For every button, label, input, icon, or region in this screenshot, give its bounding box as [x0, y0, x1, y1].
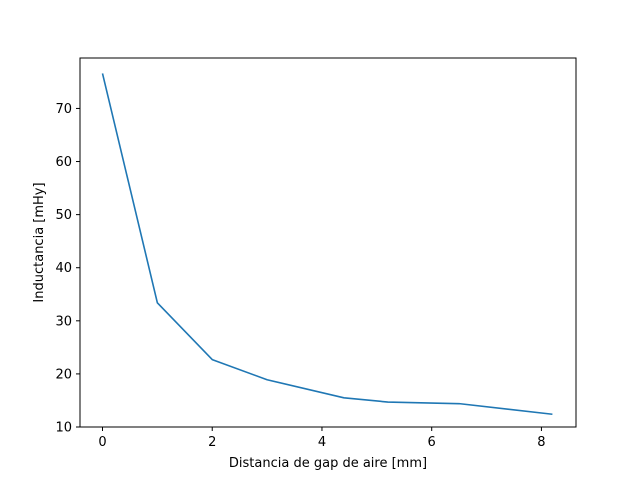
y-tick-label: 70	[55, 102, 72, 117]
y-tick-label: 20	[55, 367, 72, 382]
y-axis: 10 20 30 40 50 60 70	[55, 102, 80, 436]
y-tick-label: 50	[55, 208, 72, 223]
series-line	[101, 73, 553, 416]
x-tick-label: 0	[98, 435, 106, 450]
x-axis-title: Distancia de gap de aire [mm]	[229, 456, 427, 471]
x-tick-label: 4	[318, 435, 326, 450]
x-tick-label: 6	[428, 435, 436, 450]
y-tick-label: 60	[55, 155, 72, 170]
plot-area	[101, 73, 553, 416]
y-tick-label: 30	[55, 314, 72, 329]
x-tick-label: 2	[208, 435, 216, 450]
x-axis: 0 2 4 6 8	[98, 427, 546, 450]
y-axis-title: Inductancia [mHy]	[32, 182, 47, 302]
axes-frame	[79, 57, 577, 428]
x-tick-label: 8	[537, 435, 545, 450]
y-tick-label: 10	[55, 421, 72, 436]
y-tick-label: 40	[55, 261, 72, 276]
